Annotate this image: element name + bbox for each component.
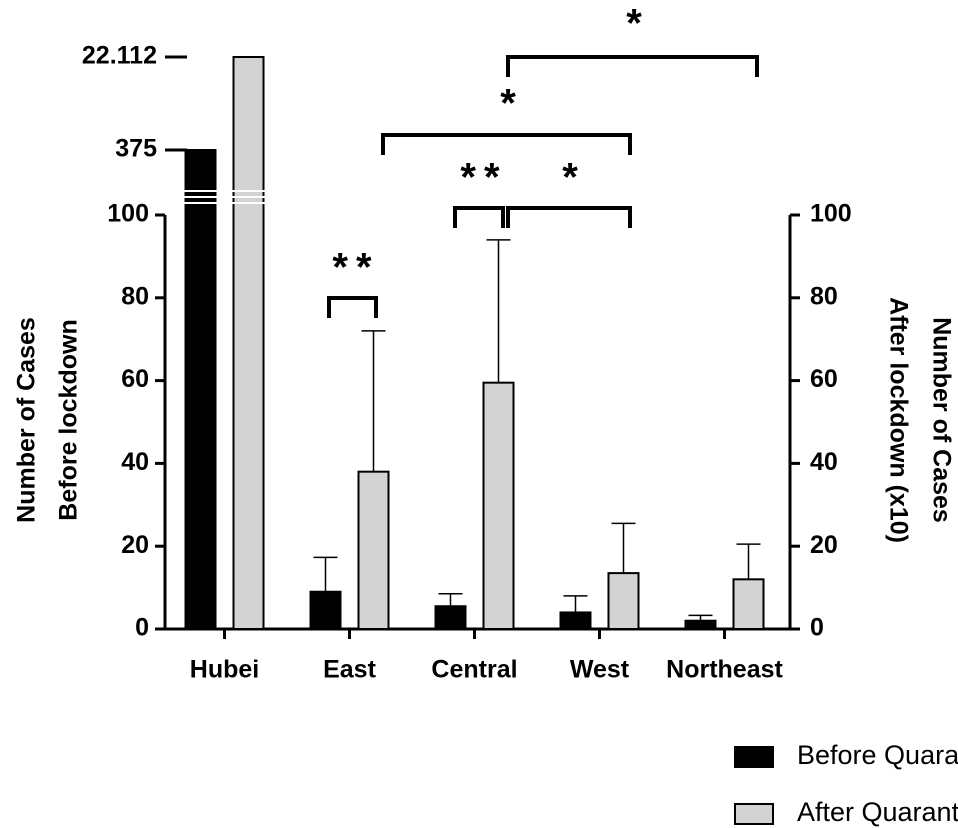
y-tick-label: 0 bbox=[135, 614, 149, 642]
bar bbox=[309, 590, 342, 630]
bar bbox=[732, 578, 765, 631]
axis-break bbox=[184, 202, 217, 204]
significance-bracket bbox=[506, 55, 759, 77]
bar bbox=[482, 381, 515, 631]
y2-tick-label: 20 bbox=[810, 531, 838, 559]
y-tick-label: 20 bbox=[121, 531, 149, 559]
y2-tick-label: 80 bbox=[810, 282, 838, 310]
axis-break bbox=[232, 190, 265, 192]
bar bbox=[607, 572, 640, 630]
y-tick-label: 22.112 bbox=[82, 42, 157, 70]
axis-break bbox=[184, 190, 217, 192]
x-tick-label: East bbox=[323, 656, 376, 684]
axis-break bbox=[184, 196, 217, 198]
significance-bracket bbox=[381, 133, 632, 155]
y2-tick-label: 60 bbox=[810, 365, 838, 393]
legend-label: After Quarantine bbox=[797, 797, 958, 827]
bar bbox=[684, 619, 717, 630]
x-tick-label: Central bbox=[431, 656, 517, 684]
axis-break bbox=[232, 202, 265, 204]
y-tick-label: 375 bbox=[115, 135, 157, 163]
legend-label: Before Quarantine bbox=[797, 740, 958, 770]
bar bbox=[357, 470, 390, 630]
x-tick-label: Hubei bbox=[190, 656, 259, 684]
y-axis-label: Before lockdown bbox=[55, 319, 83, 520]
y2-axis-label: After lockdown (x10) bbox=[884, 297, 912, 543]
bar bbox=[184, 149, 217, 630]
x-tick-label: Northeast bbox=[666, 656, 783, 684]
legend-swatch bbox=[734, 803, 774, 825]
y2-axis-label: Number of Cases bbox=[927, 317, 955, 523]
significance-label: * bbox=[562, 156, 586, 200]
significance-bracket bbox=[327, 296, 378, 318]
significance-label: ** bbox=[332, 246, 379, 290]
significance-label: * bbox=[500, 82, 524, 126]
significance-bracket bbox=[453, 206, 505, 228]
x-tick-label: West bbox=[570, 656, 630, 684]
y2-tick-label: 0 bbox=[810, 614, 824, 642]
y-axis-label: Number of Cases bbox=[13, 317, 41, 523]
legend-swatch bbox=[734, 746, 774, 768]
y-tick-label: 40 bbox=[121, 448, 149, 476]
y2-tick-label: 100 bbox=[810, 200, 852, 228]
significance-bracket bbox=[506, 206, 632, 228]
y-tick-label: 60 bbox=[121, 365, 149, 393]
axis-break bbox=[232, 196, 265, 198]
significance-label: * bbox=[626, 2, 650, 46]
y-tick-label: 100 bbox=[107, 200, 149, 228]
bar bbox=[434, 605, 467, 630]
y2-tick-label: 40 bbox=[810, 448, 838, 476]
bar bbox=[559, 611, 592, 631]
bar bbox=[232, 56, 265, 630]
y-tick-label: 80 bbox=[121, 282, 149, 310]
significance-label: ** bbox=[460, 156, 507, 200]
